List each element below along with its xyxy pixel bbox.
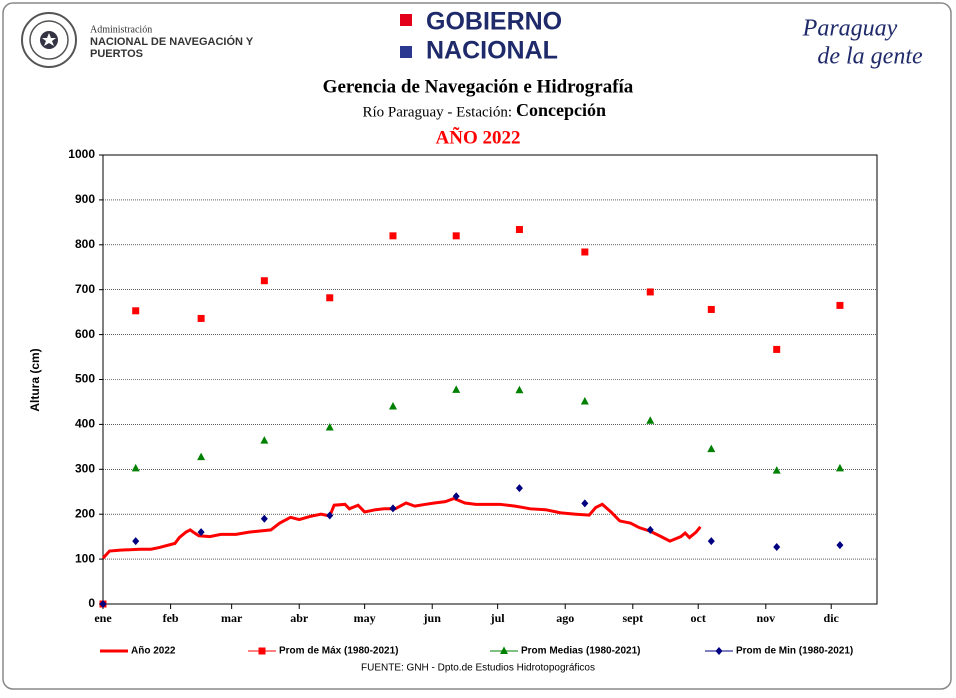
- legend-label: Prom de Máx (1980-2021): [279, 646, 399, 657]
- source: FUENTE: GNH - Dpto.de Estudios Hidrotopo…: [361, 663, 595, 674]
- gov-line: GOBIERNO: [426, 8, 562, 36]
- y-tick-label: 600: [75, 327, 95, 341]
- marker: [707, 444, 716, 453]
- marker: [132, 307, 140, 315]
- x-tick-label: dic: [824, 611, 840, 625]
- marker: [707, 537, 715, 546]
- legend-label: Año 2022: [131, 646, 176, 657]
- slogan: Paraguay: [802, 16, 898, 42]
- marker: [388, 401, 397, 410]
- marker: [836, 541, 844, 550]
- station: Concepción: [516, 100, 606, 120]
- marker: [515, 385, 524, 394]
- marker: [326, 294, 334, 302]
- marker: [197, 528, 205, 537]
- y-tick-label: 700: [75, 282, 95, 296]
- org-line: Administración: [90, 24, 152, 35]
- marker: [260, 514, 268, 523]
- x-tick-label: jun: [423, 611, 442, 625]
- y-tick-label: 400: [75, 417, 95, 431]
- marker: [325, 423, 334, 431]
- y-tick-label: 800: [75, 237, 95, 251]
- marker: [452, 232, 460, 240]
- marker: [452, 385, 461, 393]
- x-tick-label: nov: [756, 611, 775, 625]
- x-tick-label: mar: [221, 611, 243, 625]
- chart-title: Gerencia de Navegación e Hidrografía: [323, 76, 634, 97]
- marker: [197, 452, 206, 461]
- marker: [260, 436, 269, 444]
- subtitle: Río Paraguay - Estación:: [362, 104, 512, 120]
- y-tick-label: 300: [75, 461, 95, 475]
- marker: [260, 277, 268, 285]
- marker: [580, 397, 589, 405]
- marker: [773, 345, 781, 353]
- y-tick-label: 900: [75, 192, 95, 206]
- y-tick-label: 200: [75, 506, 95, 520]
- marker: [389, 232, 397, 240]
- flag-square: [400, 46, 412, 58]
- x-tick-label: may: [354, 611, 376, 625]
- x-tick-label: ago: [556, 611, 574, 625]
- x-tick-label: ene: [94, 611, 112, 625]
- marker: [258, 647, 266, 655]
- frame: [2, 2, 952, 690]
- marker: [131, 463, 140, 472]
- x-tick-label: sept: [622, 611, 643, 625]
- marker: [715, 647, 723, 655]
- marker: [197, 314, 205, 322]
- y-tick-label: 0: [88, 596, 95, 610]
- marker: [389, 504, 397, 513]
- marker: [707, 305, 715, 313]
- marker: [99, 600, 107, 608]
- org-line: NACIONAL DE NAVEGACIÓN Y: [90, 35, 254, 48]
- marker: [773, 542, 781, 551]
- org-line: PUERTOS: [90, 48, 143, 60]
- flag-square: [400, 14, 412, 26]
- marker: [515, 226, 523, 234]
- marker: [132, 537, 140, 546]
- marker: [581, 499, 589, 508]
- x-tick-label: jul: [490, 611, 506, 625]
- y-tick-label: 500: [75, 372, 95, 386]
- marker: [500, 646, 508, 654]
- x-tick-label: abr: [290, 611, 309, 625]
- x-tick-label: feb: [163, 611, 179, 625]
- logo: [21, 12, 77, 68]
- slogan: de la gente: [817, 44, 923, 70]
- marker: [646, 416, 655, 424]
- marker: [835, 463, 844, 472]
- gov-line: NACIONAL: [426, 37, 558, 65]
- marker: [646, 525, 654, 534]
- marker: [836, 301, 844, 309]
- marker: [772, 466, 781, 474]
- marker: [326, 511, 334, 520]
- marker: [452, 492, 460, 501]
- x-tick-label: oct: [691, 611, 706, 625]
- y-tick-label: 1000: [68, 147, 95, 161]
- year-label: AÑO 2022: [436, 126, 521, 148]
- marker: [515, 484, 523, 493]
- legend-label: Prom de Min (1980-2021): [736, 646, 853, 657]
- marker: [581, 248, 589, 256]
- y-axis-label: Altura (cm): [28, 348, 42, 411]
- marker: [646, 288, 654, 296]
- y-tick-label: 100: [75, 551, 95, 565]
- legend-label: Prom Medias (1980-2021): [521, 646, 641, 657]
